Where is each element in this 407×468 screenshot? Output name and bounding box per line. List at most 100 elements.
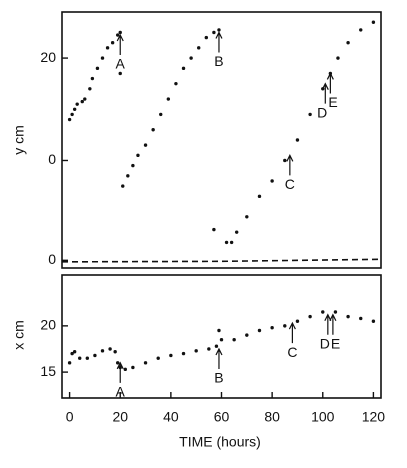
data-point [257, 328, 262, 333]
data-point [143, 143, 148, 147]
data-point [234, 230, 239, 234]
x-tick-label: 40 [163, 409, 179, 425]
data-point [105, 46, 110, 50]
data-point [121, 184, 125, 188]
y-tick-label: 15 [40, 363, 56, 379]
annotation-label: B [214, 53, 223, 69]
data-point [78, 356, 82, 360]
data-point [93, 353, 97, 358]
x-axis-label: TIME (hours) [179, 434, 261, 450]
data-point [100, 56, 105, 60]
annotation-arrow [116, 361, 124, 383]
annotation-label: B [214, 370, 223, 386]
data-point [118, 30, 122, 35]
data-point [204, 35, 209, 40]
annotation-arrow [321, 82, 329, 104]
data-point [232, 338, 236, 342]
data-point [70, 112, 74, 117]
annotation-label: E [328, 94, 337, 110]
data-point [207, 347, 211, 351]
annotation-arrow [116, 33, 124, 56]
data-point [156, 356, 160, 360]
data-point [95, 66, 100, 71]
reference-line [61, 258, 382, 263]
data-point [359, 316, 363, 321]
data-point [229, 240, 234, 245]
data-point [245, 215, 249, 219]
data-point [308, 112, 312, 117]
y-tick-label: 0 [48, 151, 56, 167]
annotation-arrow [286, 154, 294, 176]
data-point [169, 353, 173, 358]
data-point [189, 56, 193, 60]
data-point [136, 153, 140, 158]
data-point [359, 28, 363, 32]
data-point [72, 350, 77, 354]
y-axis-label: y cm [11, 125, 27, 155]
data-point [181, 66, 186, 71]
data-point [131, 163, 135, 168]
data-point [143, 361, 148, 365]
annotation-arrow [215, 31, 223, 53]
data-point [115, 361, 120, 365]
x-tick-label: 20 [112, 409, 128, 425]
data-point [214, 344, 219, 348]
data-point [371, 20, 376, 24]
data-point [336, 56, 340, 60]
data-point [67, 361, 72, 365]
x-tick-label: 60 [214, 409, 230, 425]
data-point [295, 138, 300, 142]
data-point [113, 350, 117, 354]
data-point [118, 71, 122, 76]
x-tick-label: 100 [311, 409, 335, 425]
data-point [217, 328, 221, 333]
data-point [194, 349, 198, 353]
data-point [321, 310, 325, 314]
data-point [126, 174, 130, 178]
x-tick-label: 80 [264, 409, 280, 425]
data-point [100, 349, 105, 353]
annotation-label: D [320, 335, 330, 351]
plot-frame [61, 11, 382, 269]
data-point [72, 107, 77, 111]
y-tick-label: 0 [48, 251, 56, 267]
data-point [70, 351, 74, 356]
annotation-label: C [287, 344, 297, 360]
data-point [88, 87, 92, 91]
data-point [181, 351, 186, 356]
data-point [308, 314, 312, 319]
data-point [80, 99, 84, 104]
data-point [174, 81, 178, 86]
annotation-label: D [317, 104, 327, 120]
data-point [83, 97, 87, 101]
annotation-arrow [288, 321, 296, 344]
annotation-arrow [329, 313, 337, 335]
data-point [346, 41, 350, 45]
data-point [371, 319, 376, 323]
data-point [108, 347, 112, 351]
data-point [245, 333, 249, 337]
data-point [270, 326, 274, 330]
data-point [217, 28, 221, 32]
data-point [212, 227, 216, 232]
data-point [270, 179, 274, 183]
annotation-label: E [331, 335, 340, 351]
data-point [123, 367, 127, 372]
annotation-arrow [215, 347, 223, 369]
data-point [159, 112, 163, 117]
data-point [75, 102, 79, 106]
annotation-label: C [285, 176, 295, 192]
annotation-label: A [116, 56, 126, 72]
annotation-arrow [326, 72, 334, 94]
y-tick-label: 20 [40, 49, 56, 65]
data-point [151, 128, 155, 132]
data-point [224, 240, 229, 245]
y-axis-label: x cm [11, 320, 27, 350]
data-point [295, 319, 300, 323]
y-tick-label: 20 [40, 317, 56, 333]
annotation-label: A [116, 384, 126, 400]
data-point [197, 46, 201, 50]
data-point [283, 324, 287, 328]
data-point [283, 158, 287, 163]
